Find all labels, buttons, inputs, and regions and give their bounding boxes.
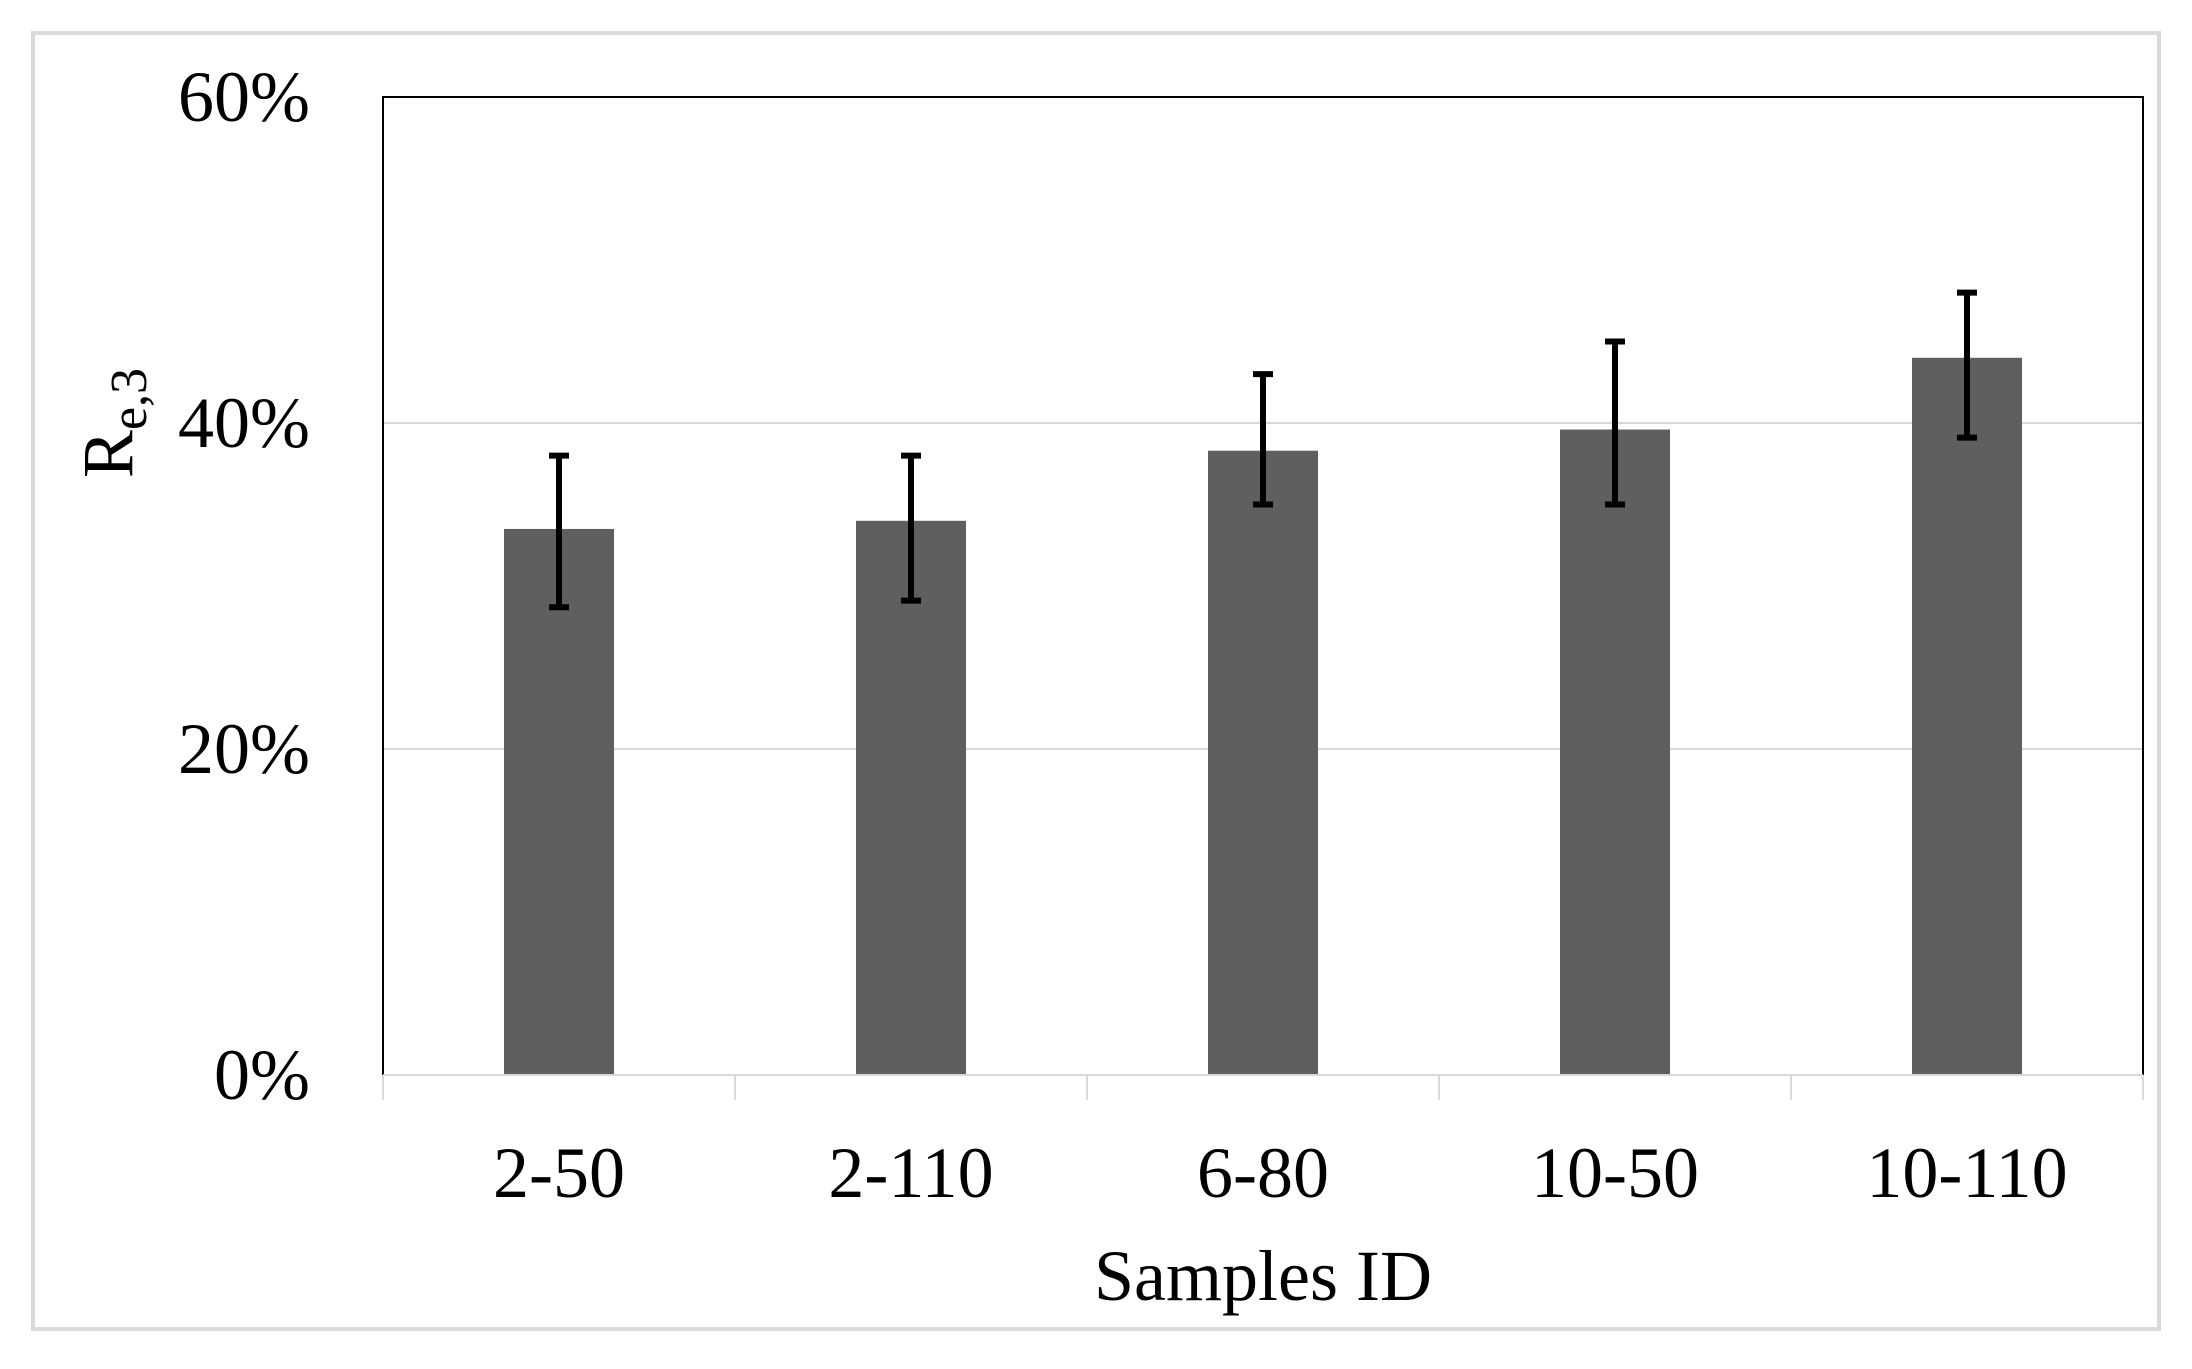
error-bar-2-50 bbox=[549, 452, 569, 611]
x-axis: 2-50 2-110 6-80 10-50 10-110 bbox=[382, 1074, 2144, 1213]
error-bar-2-110 bbox=[901, 452, 921, 604]
bar-10-50 bbox=[1560, 429, 1670, 1075]
y-axis-title: Re,3 bbox=[68, 368, 158, 478]
x-tick-label: 2-110 bbox=[828, 1133, 993, 1213]
y-tick-label: 0% bbox=[214, 1035, 310, 1115]
x-tick-label: 6-80 bbox=[1197, 1133, 1329, 1213]
x-tick-label: 10-50 bbox=[1531, 1133, 1699, 1213]
error-bar-10-110 bbox=[1957, 289, 1977, 441]
x-tick-label: 2-50 bbox=[493, 1133, 625, 1213]
y-axis-title-subscript: e,3 bbox=[101, 368, 158, 430]
x-tick-label: 10-110 bbox=[1866, 1133, 2067, 1213]
y-tick-label: 60% bbox=[178, 57, 310, 137]
error-bar-6-80 bbox=[1253, 371, 1273, 508]
error-bar-10-50 bbox=[1605, 338, 1625, 508]
bar-2-50 bbox=[504, 528, 614, 1075]
y-axis: 0% 20% 40% 60% bbox=[178, 57, 310, 1115]
y-axis-title-main: R bbox=[68, 430, 148, 478]
bar-6-80 bbox=[1208, 450, 1318, 1076]
y-tick-label: 20% bbox=[178, 709, 310, 789]
x-axis-title: Samples ID bbox=[1094, 1236, 1432, 1316]
bar-2-110 bbox=[856, 520, 966, 1075]
error-bars-layer bbox=[549, 289, 1977, 611]
bars-layer bbox=[504, 357, 2022, 1076]
y-tick-label: 40% bbox=[178, 383, 310, 463]
chart-frame bbox=[31, 31, 2161, 1331]
bar-10-110 bbox=[1912, 357, 2022, 1075]
